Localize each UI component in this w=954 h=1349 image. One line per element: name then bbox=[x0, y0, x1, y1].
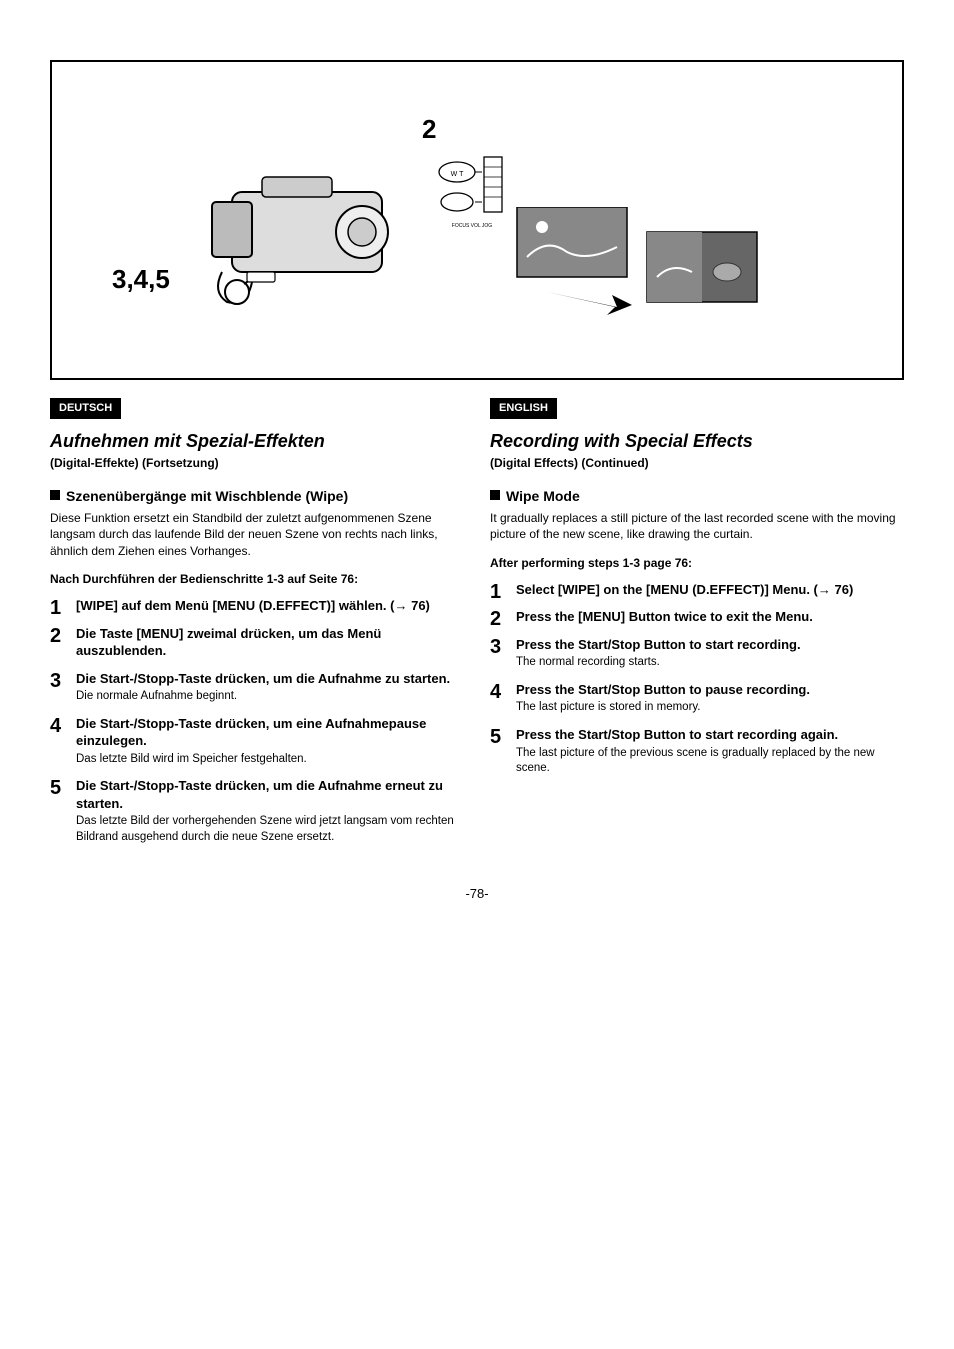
right-step-2-main: Press the [MENU] Button twice to exit th… bbox=[516, 608, 904, 626]
right-step-5-main: Press the Start/Stop Button to start rec… bbox=[516, 726, 904, 744]
left-body: Diese Funktion ersetzt ein Standbild der… bbox=[50, 510, 464, 559]
left-step-4-main: Die Start-/Stopp-Taste drücken, um eine … bbox=[76, 715, 464, 750]
left-step-4-note: Das letzte Bild wird im Speicher festgeh… bbox=[76, 752, 464, 768]
left-step-5: Die Start-/Stopp-Taste drücken, um die A… bbox=[50, 777, 464, 845]
svg-text:W T: W T bbox=[451, 171, 464, 178]
right-title: Recording with Special Effects bbox=[490, 429, 904, 453]
diagram-callout-345: 3,4,5 bbox=[112, 262, 170, 297]
right-subtitle: (Digital Effects) (Continued) bbox=[490, 455, 904, 471]
left-title: Aufnehmen mit Spezial-Effekten bbox=[50, 429, 464, 453]
right-section-head: Wipe Mode bbox=[490, 487, 904, 506]
camcorder-illustration bbox=[202, 142, 422, 312]
left-step-5-note: Das letzte Bild der vorhergehenden Szene… bbox=[76, 814, 464, 845]
left-step-3: Die Start-/Stopp-Taste drücken, um die A… bbox=[50, 670, 464, 705]
right-step-5: Press the Start/Stop Button to start rec… bbox=[490, 726, 904, 777]
wipe-effect-illustration bbox=[497, 207, 777, 317]
right-step-3-main: Press the Start/Stop Button to start rec… bbox=[516, 636, 904, 654]
left-step-2-main: Die Taste [MENU] zweimal drücken, um das… bbox=[76, 625, 464, 660]
right-step-4: Press the Start/Stop Button to pause rec… bbox=[490, 681, 904, 716]
left-step-2: Die Taste [MENU] zweimal drücken, um das… bbox=[50, 625, 464, 660]
diagram-box: 2 3,4,5 W T FOCUS VOL JOG bbox=[50, 60, 904, 380]
bullet-square-icon bbox=[50, 490, 60, 500]
right-step-3-note: The normal recording starts. bbox=[516, 655, 904, 671]
left-subtitle: (Digital-Effekte) (Fortsetzung) bbox=[50, 455, 464, 471]
right-step-2: Press the [MENU] Button twice to exit th… bbox=[490, 608, 904, 626]
left-step-5-main: Die Start-/Stopp-Taste drücken, um die A… bbox=[76, 777, 464, 812]
right-after: After performing steps 1-3 page 76: bbox=[490, 555, 904, 571]
left-after: Nach Durchführen der Bedienschritte 1-3 … bbox=[50, 571, 464, 587]
right-steps: Select [WIPE] on the [MENU (D.EFFECT)] M… bbox=[490, 581, 904, 777]
left-step-1-main: [WIPE] auf dem Menü [MENU (D.EFFECT)] wä… bbox=[76, 597, 464, 615]
left-steps: [WIPE] auf dem Menü [MENU (D.EFFECT)] wä… bbox=[50, 597, 464, 845]
left-step-4: Die Start-/Stopp-Taste drücken, um eine … bbox=[50, 715, 464, 768]
left-step-3-main: Die Start-/Stopp-Taste drücken, um die A… bbox=[76, 670, 464, 688]
right-section-head-text: Wipe Mode bbox=[506, 487, 580, 506]
right-step-3: Press the Start/Stop Button to start rec… bbox=[490, 636, 904, 671]
content-columns: DEUTSCH Aufnehmen mit Spezial-Effekten (… bbox=[50, 398, 904, 855]
right-step-5-note: The last picture of the previous scene i… bbox=[516, 746, 904, 777]
page-number: -78- bbox=[50, 885, 904, 903]
right-step-1: Select [WIPE] on the [MENU (D.EFFECT)] M… bbox=[490, 581, 904, 599]
svg-text:FOCUS VOL JOG: FOCUS VOL JOG bbox=[452, 223, 492, 229]
left-step-1: [WIPE] auf dem Menü [MENU (D.EFFECT)] wä… bbox=[50, 597, 464, 615]
left-section-head-text: Szenenübergänge mit Wischblende (Wipe) bbox=[66, 487, 348, 506]
left-step-3-note: Die normale Aufnahme beginnt. bbox=[76, 689, 464, 705]
lang-badge-deutsch: DEUTSCH bbox=[50, 398, 121, 419]
right-step-4-note: The last picture is stored in memory. bbox=[516, 700, 904, 716]
bullet-square-icon bbox=[490, 490, 500, 500]
right-column-english: ENGLISH Recording with Special Effects (… bbox=[490, 398, 904, 855]
left-section-head: Szenenübergänge mit Wischblende (Wipe) bbox=[50, 487, 464, 506]
diagram-callout-2: 2 bbox=[422, 112, 436, 147]
left-column-deutsch: DEUTSCH Aufnehmen mit Spezial-Effekten (… bbox=[50, 398, 464, 855]
right-body: It gradually replaces a still picture of… bbox=[490, 510, 904, 542]
right-step-4-main: Press the Start/Stop Button to pause rec… bbox=[516, 681, 904, 699]
right-step-1-main: Select [WIPE] on the [MENU (D.EFFECT)] M… bbox=[516, 581, 904, 599]
lang-badge-english: ENGLISH bbox=[490, 398, 557, 419]
